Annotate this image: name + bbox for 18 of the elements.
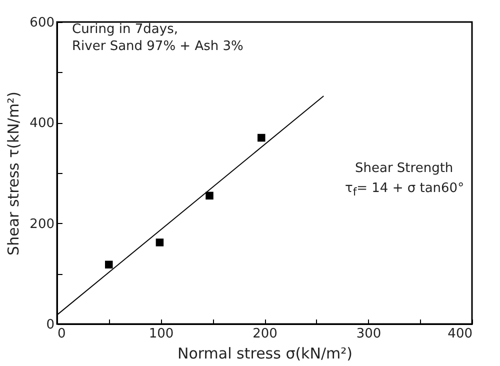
x-axis-title: Normal stress σ(kN/m²): [178, 344, 352, 362]
annotation: τ$_{f}$= 14 + σ tan60°: [345, 180, 464, 201]
point: [105, 260, 113, 268]
point: [156, 238, 164, 246]
x-tick-label: 0: [58, 326, 66, 342]
x-tick-label: 400: [448, 326, 472, 342]
y-tick-label: 200: [30, 216, 54, 232]
annotation: Curing in 7days,: [72, 21, 178, 39]
x-tick-label: 100: [148, 326, 174, 342]
annotation: Shear Strength: [355, 160, 454, 178]
y-axis-title: Shear stress τ(kN/m²): [4, 92, 23, 256]
x-tick-label: 300: [356, 326, 382, 342]
x-tick-label: 200: [252, 326, 278, 342]
y-tick-label: 600: [30, 16, 54, 30]
y-tick-label: 400: [30, 116, 54, 132]
point: [206, 192, 214, 200]
point: [258, 134, 266, 142]
annotation: River Sand 97% + Ash 3%: [72, 38, 244, 56]
